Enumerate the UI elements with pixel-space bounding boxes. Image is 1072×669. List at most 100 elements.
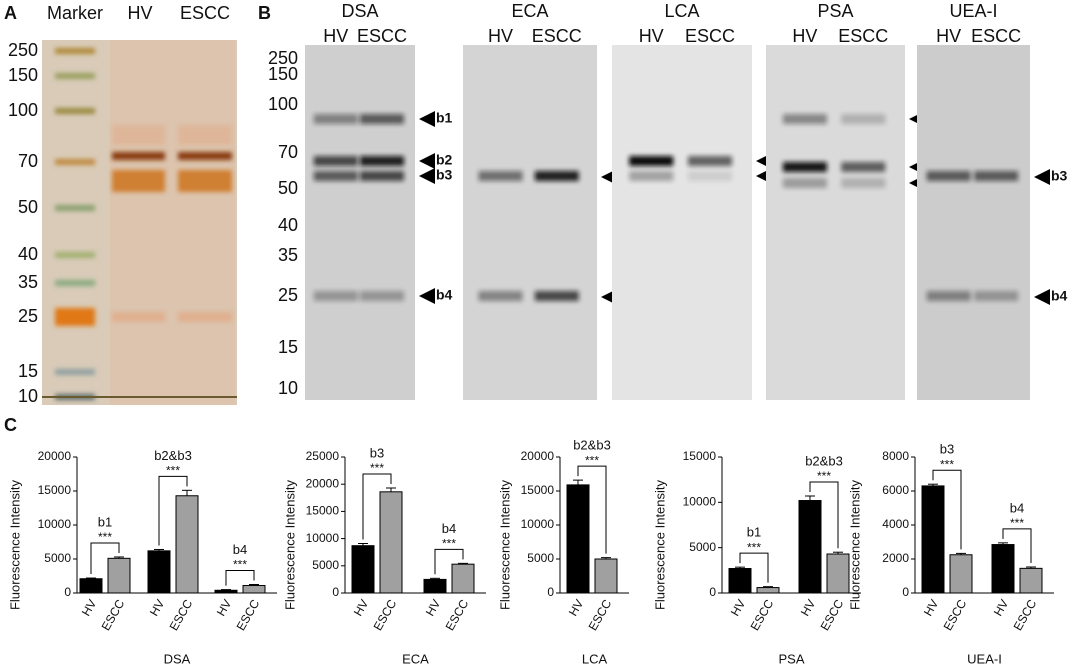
y-tick-label: 0 [547, 585, 554, 599]
gel-band [178, 125, 232, 145]
marker-label: 10 [278, 378, 298, 398]
significance-bracket [577, 465, 607, 554]
bar [79, 578, 103, 594]
lane-label: HV [936, 26, 961, 46]
significance-bracket [932, 469, 962, 550]
significance-label: *** [747, 540, 761, 554]
marker-label: 40 [278, 215, 298, 235]
blot [766, 45, 905, 400]
group-label: b4 [233, 542, 247, 557]
lane-label: ESCC [685, 26, 735, 46]
marker-label: 25 [278, 285, 298, 305]
group-label: b2&b3 [154, 448, 192, 463]
gel-band [178, 152, 232, 160]
y-tick-label: 20000 [306, 476, 340, 490]
bar [1019, 567, 1043, 594]
x-tick-label: ESCC [167, 597, 196, 633]
significance-label: *** [585, 453, 599, 467]
blot-title: LCA [664, 1, 699, 21]
group-label: b3 [940, 442, 954, 457]
marker-label: 250 [8, 40, 38, 60]
lane-label: ESCC [357, 26, 407, 46]
blot-band [313, 156, 358, 166]
group-label: b2&b3 [805, 453, 843, 468]
band-label: b1 [436, 110, 453, 126]
significance-label: *** [166, 463, 180, 477]
y-axis-label: Fluorescence Intensity [7, 479, 22, 610]
bar [242, 585, 266, 594]
group-label: b1 [747, 525, 761, 540]
lane-label: ESCC [838, 26, 888, 46]
marker-label: 35 [18, 272, 38, 292]
band-label: b2 [436, 152, 453, 168]
group-label: b4 [442, 521, 456, 536]
significance-label: *** [817, 469, 831, 483]
band-label: b3 [436, 167, 453, 183]
significance-label: *** [98, 530, 112, 544]
y-tick-label: 6000 [882, 483, 909, 497]
lane-label: HV [792, 26, 817, 46]
y-axis-label: Fluorescence Intensity [282, 479, 297, 610]
lane-label: ESCC [180, 3, 230, 23]
marker-band [55, 369, 95, 375]
blot-band [360, 156, 404, 166]
marker-label: 150 [8, 65, 38, 85]
y-tick-label: 5000 [44, 551, 71, 565]
marker-label: 15 [18, 361, 38, 381]
marker-band [55, 252, 95, 258]
marker-band [55, 308, 95, 326]
y-tick-label: 20000 [521, 449, 555, 463]
y-tick-label: 0 [709, 585, 716, 599]
significance-label: *** [442, 537, 456, 551]
band-label: b3 [1051, 168, 1068, 184]
blot-title: ECA [511, 1, 548, 21]
gel-lane [110, 40, 235, 405]
bar [949, 554, 973, 594]
y-tick-label: 15000 [306, 504, 340, 518]
bar [756, 587, 780, 594]
lane-label: ESCC [532, 26, 582, 46]
marker-label: 250 [268, 48, 298, 68]
marker-label: 35 [278, 245, 298, 265]
chart-title: UEA-I [967, 651, 1002, 666]
bar [351, 545, 375, 594]
lane-label: Marker [47, 3, 103, 23]
marker-band [55, 205, 95, 211]
x-tick-label: HV [991, 597, 1011, 618]
lane-label: HV [639, 26, 664, 46]
chart-title: PSA [778, 651, 804, 666]
x-tick-label: ESCC [941, 597, 970, 633]
significance-bracket [158, 475, 188, 546]
marker-label: 40 [18, 244, 38, 264]
gel-band [112, 125, 165, 145]
significance-label: *** [233, 558, 247, 572]
group-label: b3 [370, 445, 384, 460]
bar [214, 589, 238, 594]
x-tick-label: HV [423, 597, 443, 618]
blot-title: PSA [817, 1, 853, 21]
x-tick-label: HV [566, 597, 586, 618]
chart-title: LCA [582, 651, 608, 666]
lane-label: HV [323, 26, 348, 46]
significance-bracket [90, 542, 120, 575]
marker-band [55, 159, 95, 165]
gel-band [178, 170, 232, 192]
band-label: b4 [1051, 288, 1068, 304]
y-tick-label: 20000 [38, 449, 72, 463]
significance-bracket [225, 570, 255, 586]
significance-bracket [1002, 528, 1032, 563]
y-tick-label: 4000 [882, 517, 909, 531]
significance-label: *** [940, 457, 954, 471]
blot [463, 45, 597, 400]
x-tick-label: HV [351, 597, 371, 618]
blot-title: DSA [341, 1, 378, 21]
bar [107, 557, 131, 594]
y-axis-label: Fluorescence Intensity [847, 479, 862, 610]
x-tick-label: HV [728, 597, 748, 618]
blot-band [360, 291, 404, 301]
y-tick-label: 2000 [882, 551, 909, 565]
marker-label: 15 [278, 337, 298, 357]
y-tick-label: 10000 [38, 517, 72, 531]
blot [612, 45, 752, 400]
blot-band [478, 291, 523, 301]
